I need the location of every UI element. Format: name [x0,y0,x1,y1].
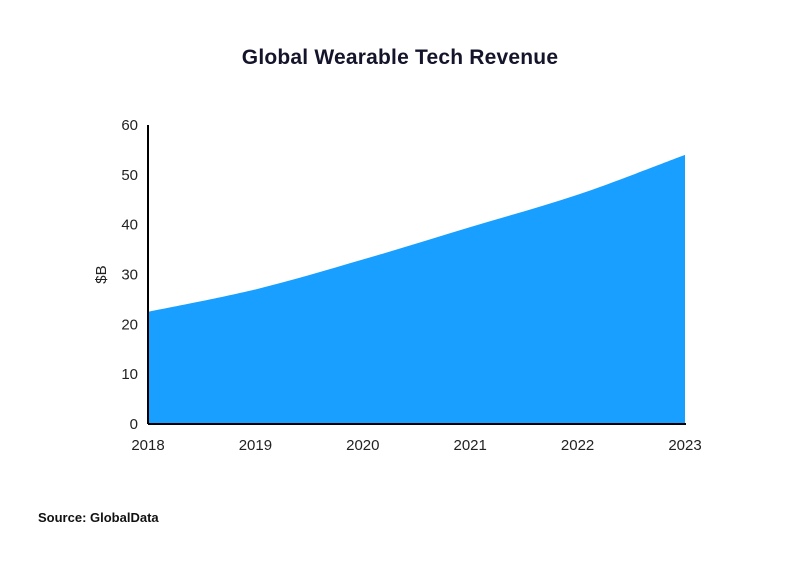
x-tick-label: 2022 [561,437,594,454]
source-label: Source: GlobalData [38,510,159,525]
x-tick-label: 2020 [346,437,379,454]
y-tick-label: 30 [121,267,138,284]
revenue-area-series [148,154,685,424]
y-axis-title: $B [93,265,110,283]
chart-title: Global Wearable Tech Revenue [241,46,559,69]
x-tick-label: 2021 [454,437,487,454]
y-tick-label: 10 [121,366,138,383]
x-tick-label: 2023 [668,437,701,454]
y-tick-label: 60 [121,117,138,134]
y-tick-label: 40 [121,217,138,234]
x-tick-label: 2019 [239,437,272,454]
y-tick-label: 20 [121,316,138,333]
y-tick-label: 0 [130,416,138,433]
x-tick-label: 2018 [131,437,164,454]
y-tick-label: 50 [121,167,138,184]
